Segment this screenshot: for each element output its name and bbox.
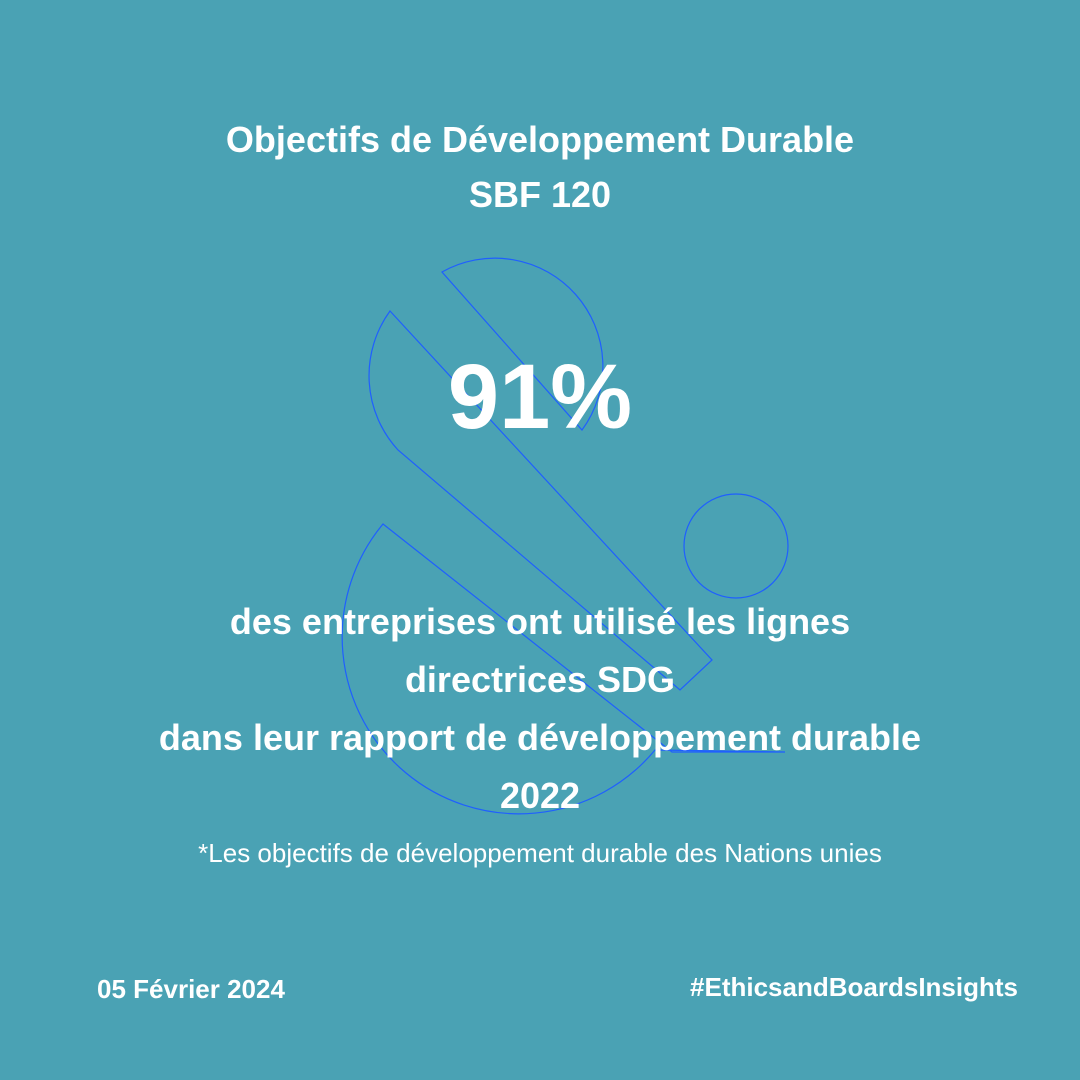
- title-line-1: Objectifs de Développement Durable: [225, 119, 855, 160]
- publication-date: 05 Février 2024: [97, 974, 285, 1004]
- stat-description: des entreprises ont utilisé les lignes d…: [0, 593, 1080, 825]
- description-line-3: dans leur rapport de développement durab…: [158, 717, 922, 758]
- description-line-1: des entreprises ont utilisé les lignes: [229, 601, 851, 642]
- page-title: Objectifs de Développement Durable SBF 1…: [0, 112, 1080, 222]
- description-line-4: 2022: [499, 775, 581, 816]
- title-line-2: SBF 120: [468, 174, 612, 215]
- headline-percentage: 91%: [447, 346, 633, 448]
- logo-dot: [683, 493, 789, 599]
- hashtag: #EthicsandBoardsInsights: [690, 972, 1018, 1002]
- description-line-2: directrices SDG: [404, 659, 676, 700]
- footnote: *Les objectifs de développement durable …: [198, 838, 882, 868]
